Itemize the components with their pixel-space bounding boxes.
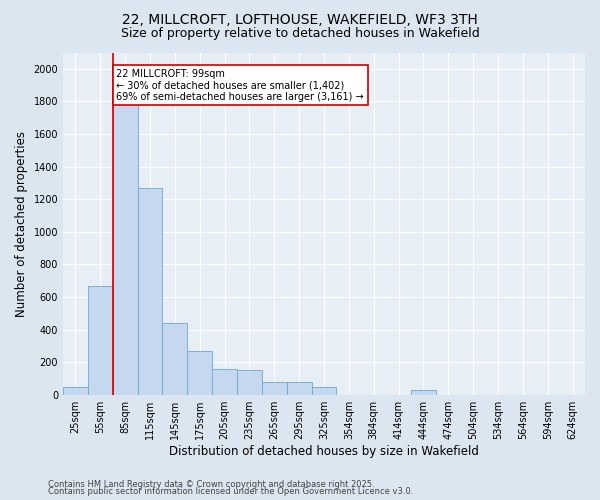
X-axis label: Distribution of detached houses by size in Wakefield: Distribution of detached houses by size … bbox=[169, 444, 479, 458]
Bar bbox=[237, 370, 262, 394]
Bar bbox=[411, 390, 436, 394]
Bar bbox=[163, 323, 187, 394]
Bar bbox=[137, 188, 163, 394]
Bar bbox=[88, 286, 113, 395]
Bar bbox=[287, 382, 311, 394]
Bar bbox=[262, 382, 287, 394]
Text: Size of property relative to detached houses in Wakefield: Size of property relative to detached ho… bbox=[121, 28, 479, 40]
Y-axis label: Number of detached properties: Number of detached properties bbox=[15, 130, 28, 316]
Bar bbox=[212, 368, 237, 394]
Text: 22 MILLCROFT: 99sqm
← 30% of detached houses are smaller (1,402)
69% of semi-det: 22 MILLCROFT: 99sqm ← 30% of detached ho… bbox=[116, 69, 364, 102]
Bar bbox=[187, 350, 212, 395]
Bar bbox=[63, 386, 88, 394]
Text: Contains public sector information licensed under the Open Government Licence v3: Contains public sector information licen… bbox=[48, 488, 413, 496]
Text: 22, MILLCROFT, LOFTHOUSE, WAKEFIELD, WF3 3TH: 22, MILLCROFT, LOFTHOUSE, WAKEFIELD, WF3… bbox=[122, 12, 478, 26]
Text: Contains HM Land Registry data © Crown copyright and database right 2025.: Contains HM Land Registry data © Crown c… bbox=[48, 480, 374, 489]
Bar bbox=[311, 386, 337, 394]
Bar bbox=[113, 85, 137, 394]
